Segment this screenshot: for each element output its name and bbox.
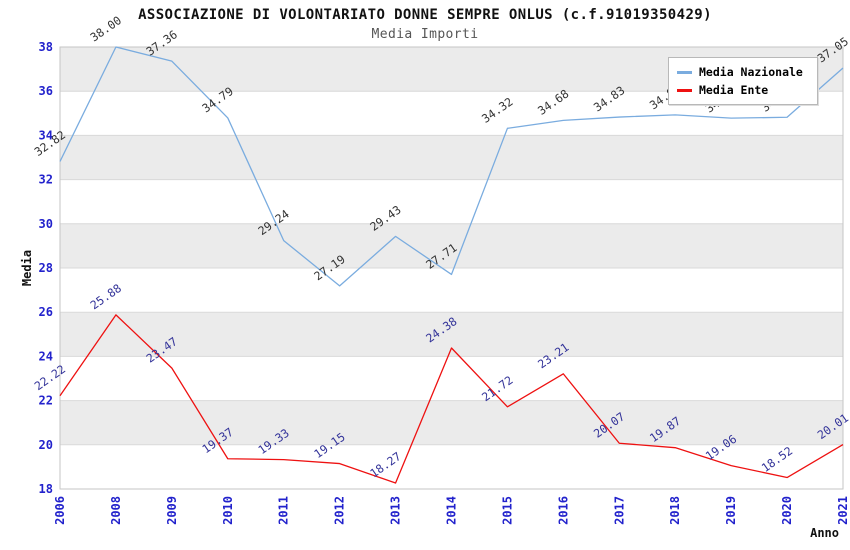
x-tick-label: 2012 bbox=[333, 496, 347, 525]
plot-band bbox=[60, 356, 843, 401]
y-tick-label: 36 bbox=[39, 84, 53, 98]
plot-band bbox=[60, 400, 843, 445]
x-tick-label: 2020 bbox=[780, 496, 794, 525]
series-line-media-nazionale bbox=[59, 46, 844, 287]
chart-legend: Media Nazionale Media Ente bbox=[668, 57, 818, 105]
plot-band bbox=[60, 179, 843, 224]
legend-item-media-nazionale: Media Nazionale bbox=[677, 63, 817, 81]
x-tick-label: 2015 bbox=[500, 496, 514, 525]
x-tick-label: 2009 bbox=[165, 496, 179, 525]
y-tick-label: 38 bbox=[39, 40, 53, 54]
x-tick-label: 2008 bbox=[109, 496, 123, 525]
y-tick-label: 34 bbox=[39, 128, 53, 142]
y-tick-label: 22 bbox=[39, 394, 53, 408]
legend-label-media-ente: Media Ente bbox=[699, 83, 769, 97]
plot-band bbox=[60, 135, 843, 180]
x-tick-label: 2014 bbox=[445, 496, 459, 525]
media-ente-line-swatch bbox=[677, 88, 692, 92]
legend-item-media-ente: Media Ente bbox=[677, 81, 817, 99]
x-tick-label: 2011 bbox=[277, 496, 291, 525]
plot-border bbox=[59, 46, 844, 490]
x-tick-label: 2021 bbox=[836, 496, 850, 525]
chart-title: ASSOCIAZIONE DI VOLONTARIATO DONNE SEMPR… bbox=[138, 7, 712, 23]
x-axis-title: Anno bbox=[810, 526, 839, 540]
data-label: 38.00 bbox=[88, 13, 124, 44]
series-line-media-ente bbox=[59, 314, 844, 484]
y-tick-label: 18 bbox=[39, 482, 53, 496]
y-tick-label: 28 bbox=[39, 261, 53, 275]
y-tick-label: 20 bbox=[39, 438, 53, 452]
x-tick-label: 2016 bbox=[556, 496, 570, 525]
x-tick-label: 2013 bbox=[389, 496, 403, 525]
y-tick-label: 26 bbox=[39, 305, 53, 319]
y-axis-title: Media bbox=[20, 250, 34, 286]
x-tick-label: 2019 bbox=[724, 496, 738, 525]
x-tick-label: 2010 bbox=[221, 496, 235, 525]
y-tick-label: 24 bbox=[39, 349, 53, 363]
plot-band bbox=[60, 268, 843, 313]
x-tick-label: 2017 bbox=[612, 496, 626, 525]
y-tick-label: 30 bbox=[39, 217, 53, 231]
plot-band bbox=[60, 223, 843, 268]
chart-subtitle: Media Importi bbox=[371, 27, 479, 42]
x-tick-label: 2018 bbox=[668, 496, 682, 525]
y-tick-label: 32 bbox=[39, 173, 53, 187]
legend-label-media-nazionale: Media Nazionale bbox=[699, 65, 803, 79]
media-nazionale-line-swatch bbox=[677, 70, 692, 74]
plot-band bbox=[60, 444, 843, 489]
x-tick-label: 2006 bbox=[53, 496, 67, 525]
